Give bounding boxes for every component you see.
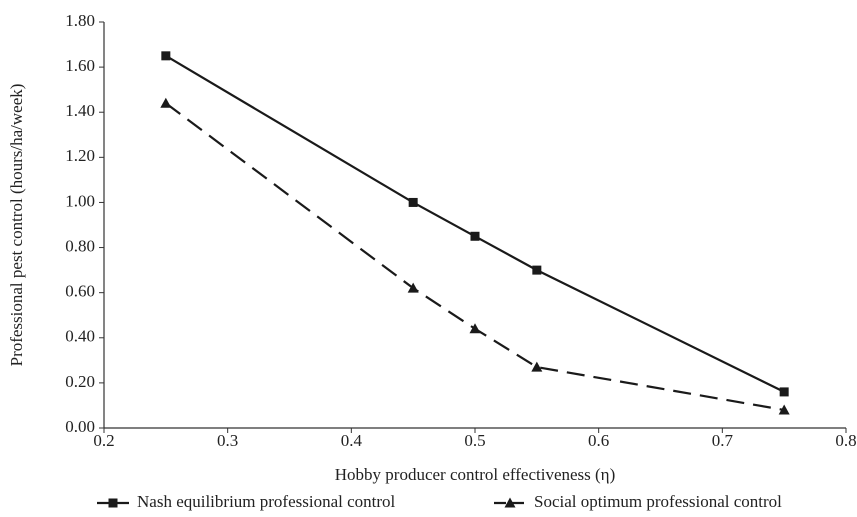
y-tick-label: 1.20 — [65, 146, 95, 165]
x-axis-label: Hobby producer control effectiveness (η) — [335, 465, 615, 484]
point-marker — [779, 387, 789, 397]
point-marker — [470, 231, 480, 241]
y-tick-label: 1.00 — [65, 191, 95, 210]
series-line — [165, 54, 785, 393]
x-tick-label: 0.2 — [93, 431, 114, 450]
x-tick-label: 0.5 — [464, 431, 485, 450]
x-tick-label: 0.3 — [217, 431, 238, 450]
y-tick-label: 0.60 — [65, 282, 95, 301]
y-tick-label: 0.20 — [65, 372, 95, 391]
legend-label: Nash equilibrium professional control — [137, 492, 396, 511]
point-marker — [407, 282, 419, 293]
point-marker — [161, 51, 171, 61]
y-tick-label: 0.40 — [65, 327, 95, 346]
y-tick-label: 1.80 — [65, 11, 95, 30]
legend-marker — [108, 498, 118, 508]
x-tick-label: 0.6 — [588, 431, 609, 450]
point-marker — [469, 323, 481, 334]
x-tick-label: 0.8 — [835, 431, 856, 450]
point-marker — [531, 361, 543, 372]
legend-label: Social optimum professional control — [534, 492, 782, 511]
y-tick-label: 1.60 — [65, 56, 95, 75]
y-axis-label: Professional pest control (hours/ha/week… — [7, 84, 26, 367]
y-tick-label: 0.00 — [65, 417, 95, 436]
x-tick-label: 0.7 — [712, 431, 734, 450]
x-tick-label: 0.4 — [341, 431, 363, 450]
y-tick-label: 0.80 — [65, 236, 95, 255]
point-marker — [532, 265, 542, 275]
legend-marker — [504, 497, 516, 508]
y-tick-label: 1.40 — [65, 101, 95, 120]
point-marker — [778, 404, 790, 415]
point-marker — [160, 97, 172, 108]
point-marker — [408, 197, 418, 207]
series-line — [165, 102, 785, 412]
